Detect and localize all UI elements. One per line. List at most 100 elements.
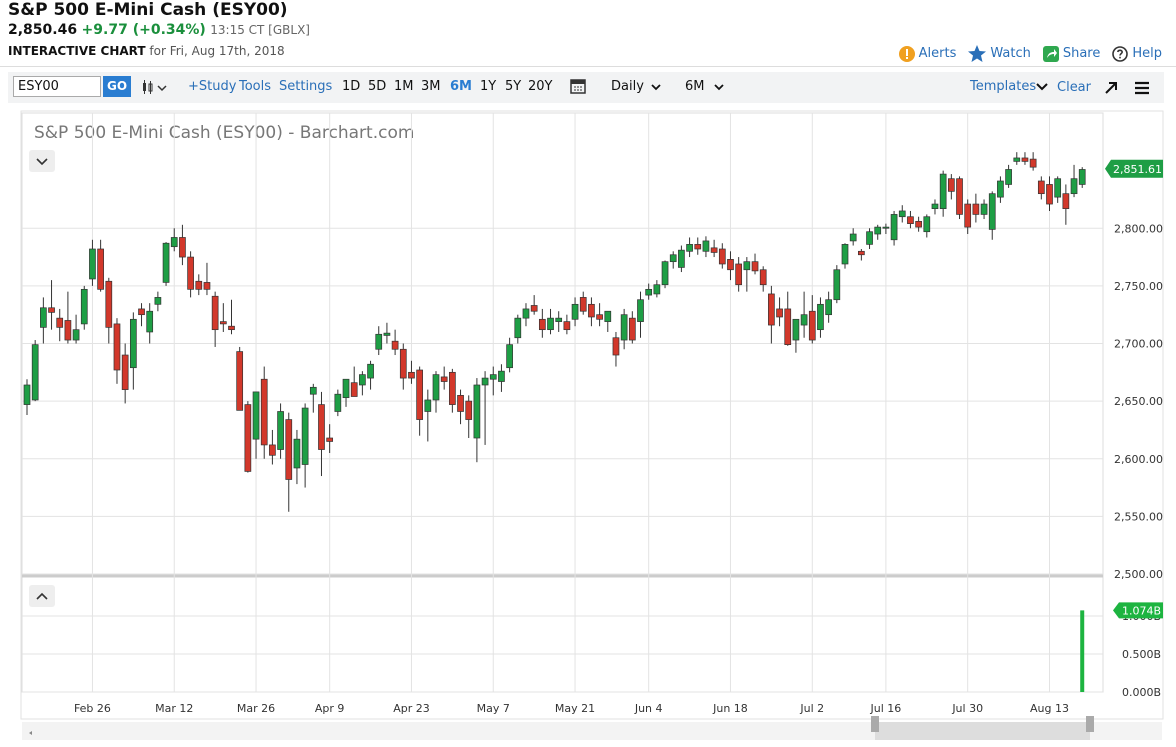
candle-body (162, 242, 170, 283)
subtitle: INTERACTIVE CHART for Fri, Aug 17th, 201… (8, 44, 285, 58)
candle-body (424, 399, 432, 412)
x-tick-label: Jul 2 (799, 702, 824, 715)
candle-body (841, 244, 849, 265)
x-tick-label: Apr 9 (315, 702, 345, 715)
templates[interactable]: Templates (970, 79, 1037, 94)
candle-body (997, 180, 1004, 198)
candle-body (915, 220, 922, 228)
candle-body (768, 293, 775, 326)
candle-body (645, 288, 653, 296)
candle-body (277, 411, 284, 450)
candle-body (31, 344, 39, 401)
candle-body (874, 226, 882, 235)
candle-body (776, 308, 783, 318)
candle-body (849, 233, 857, 242)
candle-body (179, 237, 186, 258)
candle-body (498, 370, 505, 382)
range-button[interactable]: 5D (368, 79, 387, 94)
range-button[interactable]: 3M (421, 79, 441, 94)
candle-body (334, 393, 342, 412)
period-select[interactable]: 6M (685, 79, 705, 94)
candle-body (97, 248, 104, 290)
collapse-button[interactable] (29, 150, 55, 172)
candle-body (882, 226, 890, 229)
x-tick-label: Apr 23 (393, 702, 430, 715)
candle-body (1037, 180, 1045, 195)
candle-body (187, 256, 194, 290)
candle-body (465, 400, 473, 420)
chart-title: S&P 500 E-Mini Cash (ESY00) - Barchart.c… (34, 123, 414, 143)
x-tick-label: Jul 30 (951, 702, 983, 715)
toolbar-link[interactable]: Settings (279, 79, 333, 94)
toolbar-link[interactable]: +Study (188, 79, 237, 94)
chart-type-button[interactable] (141, 80, 171, 96)
share-label: Share (1062, 46, 1101, 61)
candle-body (1046, 184, 1053, 205)
candle-body (817, 303, 824, 331)
expand-button[interactable] (29, 585, 55, 607)
candle-body (129, 318, 137, 369)
candle-body (555, 317, 563, 322)
help[interactable]: Help (1112, 45, 1162, 62)
candle-body (964, 203, 972, 228)
candle-body (72, 329, 80, 341)
clear[interactable]: Clear (1057, 80, 1091, 95)
candle-body (678, 249, 685, 268)
range-button[interactable]: 5Y (505, 79, 522, 94)
candle-body (293, 438, 301, 469)
y-tick-label: 2,750.00 (1114, 280, 1163, 293)
interval-select[interactable]: Daily (611, 79, 644, 94)
symbol-input[interactable]: ESY00 (13, 76, 101, 97)
y-tick-label: 2,500.00 (1114, 568, 1163, 581)
range-button[interactable]: 20Y (528, 79, 553, 94)
calendar-icon[interactable] (570, 78, 586, 94)
y-tick-label: 2,700.00 (1114, 338, 1163, 351)
candle-body (367, 363, 374, 379)
alerts[interactable]: Alerts (898, 45, 957, 62)
candle-body (702, 240, 710, 252)
candle-body (326, 437, 334, 442)
candle-body (489, 374, 497, 380)
candle-body (309, 386, 317, 395)
scrollbar[interactable] (22, 716, 1162, 740)
candle-body (481, 377, 489, 386)
range-button[interactable]: 1M (394, 79, 414, 94)
expand-icon[interactable] (1103, 80, 1119, 96)
alerts-label: Alerts (918, 46, 957, 61)
volume-bar (1080, 610, 1085, 692)
share-icon (1042, 45, 1059, 62)
y-tick-label: 2,650.00 (1114, 395, 1163, 408)
candle-body (956, 178, 963, 215)
go-button[interactable]: GO (103, 76, 131, 97)
candle-body (669, 254, 677, 263)
candle-body (718, 248, 726, 265)
candle-body (342, 378, 350, 399)
candle-body (890, 214, 898, 241)
menu-icon[interactable] (1134, 80, 1150, 96)
candle-body (858, 250, 865, 256)
candle-body (792, 318, 800, 341)
x-tick-label: May 21 (555, 702, 595, 715)
candle-body (604, 310, 612, 322)
candle-body (440, 376, 448, 382)
candle-body (269, 444, 276, 456)
range-button[interactable]: 1D (342, 79, 361, 94)
candle-body (866, 231, 873, 245)
help-label: Help (1132, 46, 1162, 61)
candle-body (154, 297, 162, 305)
candle-body (416, 369, 423, 420)
range-button[interactable]: 6M (450, 79, 472, 94)
candle-body (784, 308, 792, 346)
watch[interactable]: Watch (968, 45, 1031, 62)
candle-body (825, 299, 832, 316)
range-button[interactable]: 1Y (480, 79, 497, 94)
candle-body (1054, 178, 1062, 198)
toolbar-link[interactable]: Tools (239, 79, 272, 94)
candle-body (105, 280, 113, 328)
candle-body (236, 351, 244, 411)
share[interactable]: Share (1042, 45, 1101, 62)
candle-body (48, 307, 55, 313)
candle-body (923, 216, 931, 233)
